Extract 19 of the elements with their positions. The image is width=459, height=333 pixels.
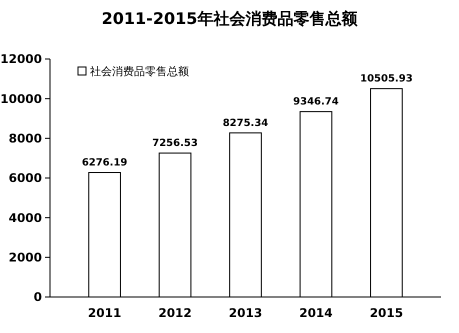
x-tick-label: 2012 — [158, 306, 192, 320]
x-tick-label: 2014 — [299, 306, 333, 320]
data-label: 9346.74 — [293, 96, 339, 108]
data-label: 6276.19 — [82, 158, 128, 169]
x-tick-label: 2013 — [228, 306, 262, 320]
y-tick-label: 2000 — [8, 250, 42, 265]
chart-title: 2011-2015年社会消费品零售总额 — [102, 9, 358, 28]
data-label: 7256.53 — [152, 138, 198, 150]
data-label: 10505.93 — [360, 74, 413, 85]
y-tick-label: 10000 — [0, 92, 42, 106]
y-tick-label: 12000 — [0, 52, 42, 66]
data-label: 8275.34 — [222, 118, 268, 129]
x-tick-label: 2015 — [370, 306, 404, 320]
legend-label: 社会消费品零售总额 — [90, 64, 189, 78]
y-tick-label: 8000 — [8, 132, 42, 146]
y-tick-label: 6000 — [8, 171, 42, 186]
y-tick-label: 0 — [34, 290, 42, 304]
x-tick-label: 2011 — [88, 306, 122, 320]
y-tick-label: 4000 — [8, 210, 42, 225]
